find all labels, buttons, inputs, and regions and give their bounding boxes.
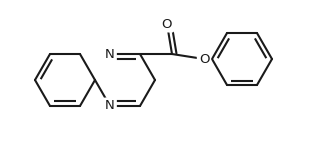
Text: O: O — [162, 17, 172, 31]
Text: O: O — [199, 53, 209, 66]
Text: N: N — [105, 99, 115, 112]
Text: N: N — [105, 48, 115, 60]
